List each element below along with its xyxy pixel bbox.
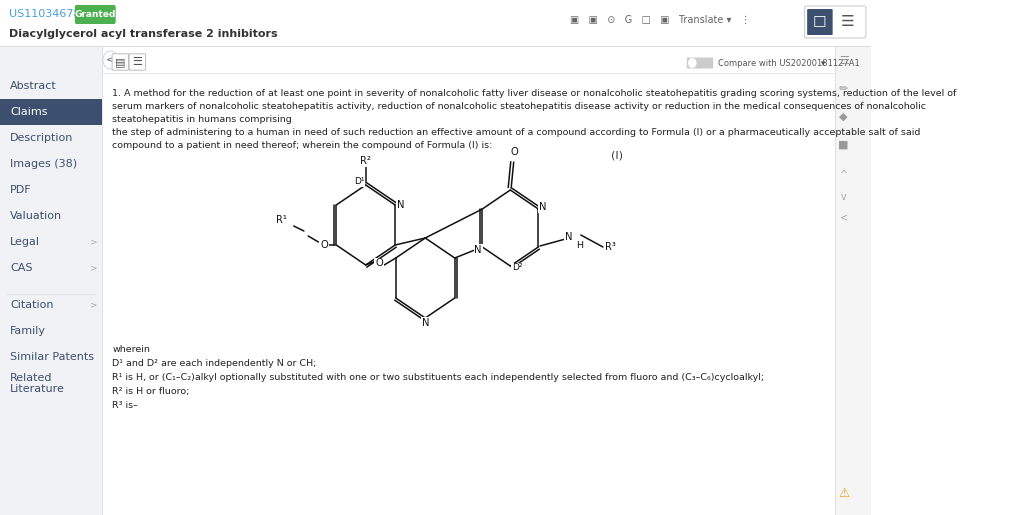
FancyBboxPatch shape — [129, 54, 145, 70]
Text: ☰: ☰ — [839, 56, 849, 66]
Text: R³: R³ — [604, 242, 615, 252]
Text: ■: ■ — [839, 140, 849, 150]
Text: R¹ is H, or (C₁–C₂)alkyl optionally substituted with one or two substituents eac: R¹ is H, or (C₁–C₂)alkyl optionally subs… — [113, 373, 764, 382]
Text: >: > — [90, 264, 97, 272]
Text: >: > — [90, 237, 97, 247]
Text: wherein: wherein — [113, 345, 151, 354]
Text: Abstract: Abstract — [10, 81, 57, 91]
Text: D¹ and D² are each independently N or CH;: D¹ and D² are each independently N or CH… — [113, 359, 316, 368]
Text: O: O — [511, 147, 518, 157]
Text: Images (38): Images (38) — [10, 159, 78, 169]
Text: ^: ^ — [840, 170, 848, 180]
Text: ▾: ▾ — [818, 59, 825, 67]
Text: Granted: Granted — [75, 10, 116, 19]
Text: D²: D² — [512, 264, 522, 272]
Text: (I): (I) — [610, 150, 623, 160]
Text: <: < — [106, 55, 115, 65]
Bar — [0, 46, 102, 515]
Text: Literature: Literature — [10, 384, 66, 394]
Bar — [0, 0, 871, 46]
Text: ▤: ▤ — [115, 57, 126, 67]
Text: the step of administering to a human in need of such reduction an effective amou: the step of administering to a human in … — [113, 128, 921, 137]
Text: ☰: ☰ — [132, 57, 142, 67]
Text: N: N — [474, 245, 482, 255]
Text: Related: Related — [10, 373, 52, 383]
Text: N: N — [396, 200, 404, 210]
Text: ✏: ✏ — [839, 84, 849, 94]
Text: <: < — [840, 213, 848, 223]
Text: Similar Patents: Similar Patents — [10, 352, 94, 362]
FancyBboxPatch shape — [835, 9, 860, 35]
FancyBboxPatch shape — [112, 54, 129, 70]
Text: ☐: ☐ — [813, 14, 826, 29]
FancyBboxPatch shape — [805, 6, 866, 38]
Text: steatohepatitis in humans comprising: steatohepatitis in humans comprising — [113, 115, 292, 124]
Text: ☰: ☰ — [841, 14, 854, 29]
Text: D¹: D¹ — [353, 178, 365, 186]
Text: v: v — [841, 192, 847, 202]
Text: R²: R² — [360, 156, 371, 166]
Text: US11034678B2: US11034678B2 — [8, 9, 95, 19]
Text: O: O — [375, 259, 383, 268]
Text: Citation: Citation — [10, 300, 53, 310]
Text: N: N — [539, 202, 546, 212]
Text: R² is H or fluoro;: R² is H or fluoro; — [113, 387, 189, 396]
Text: >: > — [90, 300, 97, 310]
Text: ▣   ▣   ⊙   G   □   ▣   Translate ▾   ⋮: ▣ ▣ ⊙ G □ ▣ Translate ▾ ⋮ — [569, 15, 751, 25]
Text: ⚠: ⚠ — [838, 487, 849, 500]
Text: N: N — [565, 232, 572, 242]
Bar — [836, 46, 871, 515]
Text: R³ is–: R³ is– — [113, 401, 138, 410]
Text: compound to a patient in need thereof; wherein the compound of Formula (I) is:: compound to a patient in need thereof; w… — [113, 141, 493, 150]
Text: Compare with US20200181127A1: Compare with US20200181127A1 — [718, 59, 859, 67]
Bar — [0, 99, 102, 125]
Text: 1. A method for the reduction of at least one point in severity of nonalcoholic : 1. A method for the reduction of at leas… — [113, 89, 956, 98]
Text: Valuation: Valuation — [10, 211, 62, 221]
Circle shape — [688, 58, 696, 68]
Text: ◆: ◆ — [840, 112, 848, 122]
FancyBboxPatch shape — [687, 58, 713, 68]
FancyBboxPatch shape — [807, 9, 833, 35]
Text: CAS: CAS — [10, 263, 33, 273]
Text: Diacylglycerol acyl transferase 2 inhibitors: Diacylglycerol acyl transferase 2 inhibi… — [8, 29, 278, 39]
Text: H: H — [575, 241, 583, 249]
Text: PDF: PDF — [10, 185, 32, 195]
Text: R¹: R¹ — [276, 215, 287, 225]
FancyBboxPatch shape — [75, 5, 116, 24]
Text: Family: Family — [10, 326, 46, 336]
Circle shape — [103, 51, 118, 69]
Text: N: N — [422, 318, 429, 328]
Text: Claims: Claims — [10, 107, 48, 117]
Text: Legal: Legal — [10, 237, 40, 247]
Text: Description: Description — [10, 133, 74, 143]
Text: O: O — [321, 240, 329, 250]
Text: serum markers of nonalcoholic steatohepatitis activity, reduction of nonalcoholi: serum markers of nonalcoholic steatohepa… — [113, 102, 927, 111]
